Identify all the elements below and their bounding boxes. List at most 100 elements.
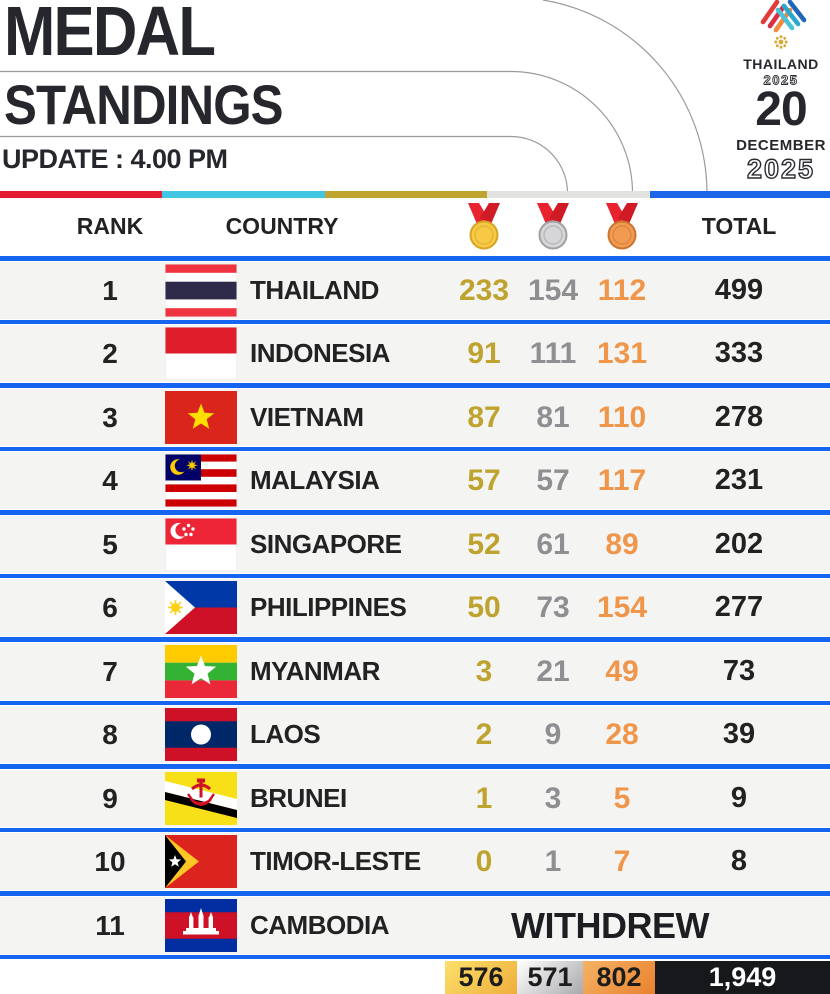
country-name: VIETNAM bbox=[250, 401, 364, 432]
country-name: MYANMAR bbox=[250, 655, 380, 686]
standings-rows: 1 THAILAND 233 154 112 499 2 INDONESIA 91 111 131 3… bbox=[0, 261, 830, 959]
row-divider bbox=[0, 764, 830, 769]
totals-grand-total: 1,949 bbox=[655, 961, 830, 994]
country-name: CAMBODIA bbox=[250, 909, 390, 940]
flag-vietnam-icon bbox=[165, 390, 237, 444]
bronze-count: 154 bbox=[596, 591, 648, 624]
flag-indonesia-icon bbox=[165, 327, 237, 380]
flag-malaysia-icon bbox=[165, 454, 237, 507]
row-divider bbox=[0, 954, 830, 959]
table-row: 7 MYANMAR 3 21 49 73 bbox=[0, 642, 830, 700]
row-divider bbox=[0, 383, 830, 388]
rank-value: 1 bbox=[102, 274, 118, 306]
row-divider bbox=[0, 446, 830, 451]
flag-brunei-icon bbox=[165, 771, 237, 825]
table-row: 9 BRUNEI 1 3 5 9 bbox=[0, 769, 830, 827]
logo-country-label: THAILAND bbox=[743, 56, 819, 72]
silver-medal-icon bbox=[532, 203, 574, 250]
column-header-total: TOTAL bbox=[701, 213, 777, 239]
svg-text:2025: 2025 bbox=[764, 73, 799, 88]
gold-medal-icon bbox=[463, 203, 505, 250]
bronze-count: 110 bbox=[597, 400, 647, 434]
total-count: 73 bbox=[722, 654, 756, 687]
date-day: 20 bbox=[755, 83, 807, 136]
country-name: LAOS bbox=[250, 719, 321, 749]
gold-count: 3 bbox=[475, 654, 493, 688]
stripe-cyan bbox=[162, 191, 325, 198]
table-row: 6 PHILIPPINES 50 73 154 277 bbox=[0, 579, 830, 636]
bronze-count: 131 bbox=[596, 337, 648, 370]
stripe-gold bbox=[325, 191, 487, 198]
rank-value: 5 bbox=[102, 528, 118, 560]
table-row: 3 VIETNAM 87 81 110 278 bbox=[0, 388, 830, 446]
totals-gold: 576 bbox=[445, 961, 517, 994]
country-name: PHILIPPINES bbox=[250, 592, 407, 622]
stripe-red bbox=[0, 191, 162, 198]
silver-count: 81 bbox=[536, 400, 570, 434]
rank-value: 7 bbox=[102, 655, 118, 687]
flag-cambodia-icon bbox=[165, 898, 237, 952]
silver-count: 154 bbox=[527, 273, 579, 307]
date-block: 20 DECEMBER 2025 bbox=[732, 86, 830, 189]
silver-count: 1 bbox=[544, 845, 562, 878]
row-divider bbox=[0, 637, 830, 642]
gold-count: 91 bbox=[467, 337, 501, 370]
page-title-standings: STANDINGS bbox=[4, 73, 284, 136]
silver-count: 73 bbox=[536, 591, 570, 624]
bronze-medal-icon bbox=[601, 203, 643, 250]
silver-count: 61 bbox=[536, 527, 570, 561]
silver-count: 9 bbox=[544, 718, 562, 751]
gold-count: 0 bbox=[475, 845, 493, 878]
bronze-count: 49 bbox=[605, 654, 639, 688]
total-count: 499 bbox=[714, 273, 764, 306]
withdrew-status: WITHDREW bbox=[511, 904, 709, 946]
silver-count: 111 bbox=[529, 337, 577, 370]
gold-count: 2 bbox=[475, 718, 493, 751]
rank-value: 6 bbox=[102, 592, 118, 623]
bronze-count: 89 bbox=[605, 527, 639, 561]
totals-silver: 571 bbox=[517, 961, 583, 994]
bronze-count: 5 bbox=[613, 781, 631, 815]
row-divider bbox=[0, 319, 830, 324]
country-name: MALAYSIA bbox=[250, 465, 380, 495]
column-header-country: COUNTRY bbox=[225, 213, 339, 239]
sea-games-logo: THAILAND 2025 bbox=[732, 0, 830, 93]
sea-games-emblem-icon bbox=[760, 0, 807, 49]
row-divider bbox=[0, 510, 830, 515]
medal-table: RANK COUNTRY TOTAL 1 THAILAND 233 154 112 499… bbox=[0, 198, 830, 960]
total-count: 231 bbox=[714, 464, 764, 496]
row-divider bbox=[0, 700, 830, 705]
gold-count: 57 bbox=[467, 464, 501, 497]
total-count: 202 bbox=[714, 527, 764, 560]
rank-value: 8 bbox=[102, 719, 118, 750]
total-count: 277 bbox=[714, 591, 764, 623]
bronze-count: 112 bbox=[597, 273, 647, 307]
rank-value: 2 bbox=[102, 338, 118, 369]
table-row: 11 CAMBODIA WITHDREW bbox=[0, 896, 830, 954]
table-header-row: RANK COUNTRY TOTAL bbox=[0, 198, 830, 255]
color-stripe bbox=[0, 191, 830, 198]
total-count: 8 bbox=[730, 845, 748, 877]
flag-laos-icon bbox=[165, 708, 237, 761]
column-header-rank: RANK bbox=[76, 213, 144, 239]
date-month: DECEMBER bbox=[736, 137, 826, 154]
table-row: 10 TIMOR-LESTE 0 1 7 8 bbox=[0, 833, 830, 890]
silver-count: 3 bbox=[544, 781, 562, 815]
total-count: 9 bbox=[730, 781, 748, 814]
table-row: 2 INDONESIA 91 111 131 333 bbox=[0, 325, 830, 382]
totals-bar: 576 571 802 1,949 bbox=[0, 961, 830, 994]
table-row: 5 SINGAPORE 52 61 89 202 bbox=[0, 515, 830, 573]
logo-year-outline: 2025 bbox=[763, 72, 799, 88]
table-row: 1 THAILAND 233 154 112 499 bbox=[0, 261, 830, 319]
totals-bronze: 802 bbox=[583, 961, 655, 994]
svg-text:2025: 2025 bbox=[747, 154, 815, 184]
silver-count: 57 bbox=[536, 464, 570, 497]
rank-value: 3 bbox=[102, 401, 118, 433]
bronze-count: 117 bbox=[597, 464, 647, 497]
bronze-count: 7 bbox=[613, 845, 631, 878]
silver-count: 21 bbox=[536, 654, 570, 688]
country-name: THAILAND bbox=[250, 274, 379, 305]
row-divider bbox=[0, 891, 830, 896]
flag-thailand-icon bbox=[165, 263, 237, 317]
